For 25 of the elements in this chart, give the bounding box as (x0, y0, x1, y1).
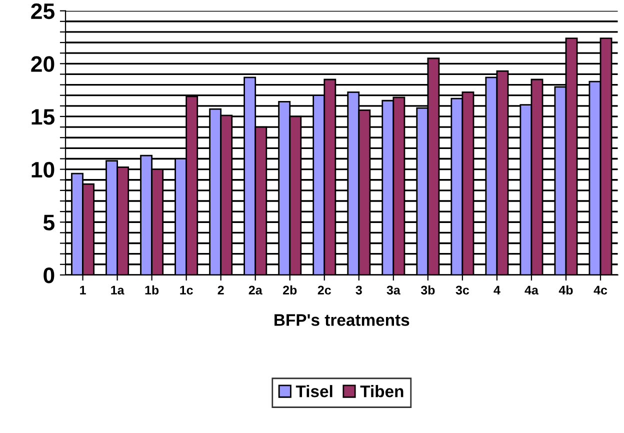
x-tick-label: 3b (420, 285, 435, 295)
x-tick-label: 4c (594, 286, 608, 295)
x-tick-label: 2b (283, 285, 297, 295)
y-tick-label: 15 (32, 109, 54, 125)
x-tick-label: 4 (494, 286, 500, 294)
x-axis-title: BFP's treatments (274, 314, 410, 326)
y-tick-label: 25 (31, 3, 54, 20)
x-tick-label: 3 (356, 286, 362, 295)
x-tick-label: 1c (180, 286, 193, 295)
x-tick-label: 4a (524, 286, 539, 295)
x-tick-label: 4b (558, 285, 573, 295)
x-tick-label: 3c (456, 286, 470, 295)
y-tick-label: 10 (32, 162, 54, 178)
x-tick-label: 1a (111, 286, 124, 295)
x-tick-label: 2c (318, 286, 331, 295)
x-tick-label: 2 (218, 286, 224, 294)
x-tick-label: 2a (248, 286, 262, 295)
x-tick-label: 3a (386, 286, 400, 295)
x-tick-label: 1 (80, 286, 86, 294)
legend-label: Tiben (360, 385, 404, 398)
x-tick-label: 1b (145, 285, 159, 295)
y-tick-label: 20 (31, 56, 54, 72)
y-tick-label: 5 (43, 214, 54, 230)
y-tick-label: 0 (44, 267, 54, 284)
legend-label: Tisel (296, 385, 332, 398)
